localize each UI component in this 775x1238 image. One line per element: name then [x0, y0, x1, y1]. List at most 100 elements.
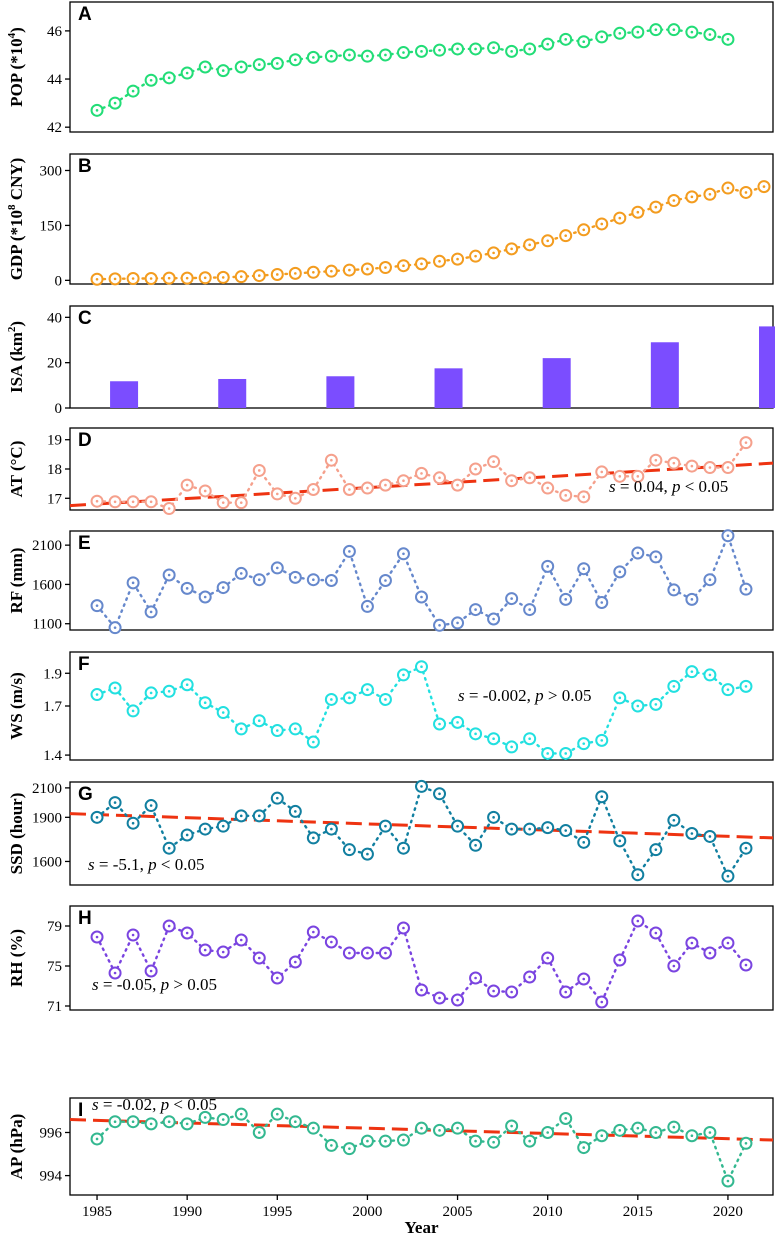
data-point-center	[149, 78, 153, 82]
trend-annotation: s = -0.002, p > 0.05	[458, 686, 591, 705]
data-point-center	[654, 703, 658, 706]
trend-annotation: s = 0.04, p < 0.05	[609, 477, 728, 496]
data-point-center	[239, 501, 243, 504]
data-point-center	[726, 534, 730, 538]
y-tick-label: 17	[47, 491, 63, 507]
data-point-center	[654, 458, 658, 462]
data-point-center	[708, 578, 712, 582]
trend-annotation: s = -0.02, p < 0.05	[92, 1095, 217, 1114]
y-tick-label: 1100	[33, 617, 62, 633]
data-point-center	[528, 476, 531, 480]
data-point-center	[113, 971, 117, 975]
data-point-center	[221, 586, 225, 589]
data-point-center	[618, 31, 622, 35]
data-point-center	[438, 623, 441, 627]
bar	[110, 381, 139, 408]
data-point-center	[510, 745, 513, 749]
data-point-center	[402, 479, 405, 483]
data-point-center	[312, 930, 315, 934]
data-point-center	[221, 1118, 225, 1121]
data-point-center	[221, 276, 225, 279]
data-point-center	[275, 729, 279, 732]
data-point-center	[149, 691, 153, 695]
data-point-center	[312, 740, 315, 744]
y-tick-label: 2100	[32, 538, 62, 554]
data-point-center	[366, 688, 369, 691]
data-point-center	[618, 570, 622, 574]
data-point-center	[636, 475, 640, 478]
data-point-center	[257, 578, 261, 582]
data-point-center	[690, 1134, 694, 1138]
y-tick-label: 996	[40, 1125, 63, 1141]
data-point-center	[149, 610, 153, 614]
data-point-center	[239, 275, 243, 278]
data-point-center	[456, 621, 459, 625]
data-point-center	[330, 54, 333, 58]
y-axis-label: AP (hPa)	[7, 1114, 26, 1180]
data-point-center	[654, 205, 658, 209]
data-point-center	[366, 605, 369, 608]
data-point-center	[384, 1139, 387, 1143]
data-point-center	[510, 247, 513, 251]
data-point-center	[654, 555, 658, 559]
data-point-center	[546, 486, 549, 490]
data-point-center	[636, 704, 640, 708]
data-point-center	[257, 469, 261, 472]
data-point-center	[492, 460, 495, 463]
data-point-center	[600, 739, 604, 742]
y-axis-label: AT (°C)	[7, 441, 26, 498]
data-point-center	[131, 500, 135, 504]
data-point-center	[726, 186, 730, 190]
data-point-center	[672, 818, 676, 822]
data-point-center	[690, 832, 694, 835]
panel-rf: E 1100 1600 2100 RF (mm)	[7, 529, 774, 635]
data-point-center	[275, 273, 279, 276]
data-point-center	[618, 1129, 622, 1132]
data-point-center	[654, 931, 658, 935]
data-point-center	[402, 552, 405, 556]
data-point-center	[384, 53, 387, 57]
bar	[759, 326, 775, 408]
y-axis-label: POP (*104)	[6, 27, 26, 107]
data-point-center	[366, 951, 369, 955]
data-point-center	[690, 598, 694, 601]
data-point-center	[690, 941, 694, 945]
data-point-center	[438, 48, 441, 52]
data-point-center	[312, 270, 315, 274]
data-point-center	[690, 464, 694, 468]
data-point-center	[257, 956, 261, 960]
data-point-center	[636, 1126, 640, 1130]
data-point-center	[744, 963, 748, 967]
data-point-center	[456, 47, 459, 51]
bar	[542, 358, 571, 408]
plot-frame	[69, 905, 774, 1011]
data-point-center	[528, 243, 531, 247]
data-point-center	[167, 507, 171, 510]
data-point-center	[600, 470, 604, 474]
y-tick-label: 0	[55, 273, 63, 289]
data-point-center	[438, 259, 441, 263]
data-point-center	[492, 46, 495, 50]
data-point-center	[546, 565, 549, 568]
y-tick-label: 75	[47, 959, 62, 975]
data-point-center	[95, 935, 99, 939]
data-point-center	[582, 567, 586, 571]
data-point-center	[257, 63, 261, 66]
panel-letter: F	[78, 654, 90, 675]
data-point-center	[582, 1146, 586, 1149]
data-point-center	[708, 835, 712, 838]
data-point-center	[384, 266, 387, 269]
bar	[218, 378, 247, 408]
trend-line	[69, 812, 774, 840]
data-point-center	[564, 598, 568, 601]
y-tick-label: 79	[47, 919, 62, 935]
trend-annotation: s = -0.05, p > 0.05	[92, 975, 217, 994]
data-point-center	[546, 239, 549, 243]
data-point-center	[546, 752, 549, 755]
data-point-center	[167, 276, 171, 280]
data-point-center	[185, 931, 189, 935]
data-point-center	[275, 1112, 279, 1116]
data-point-center	[690, 195, 694, 199]
data-point-center	[618, 958, 622, 962]
y-tick-label: 40	[47, 310, 62, 326]
